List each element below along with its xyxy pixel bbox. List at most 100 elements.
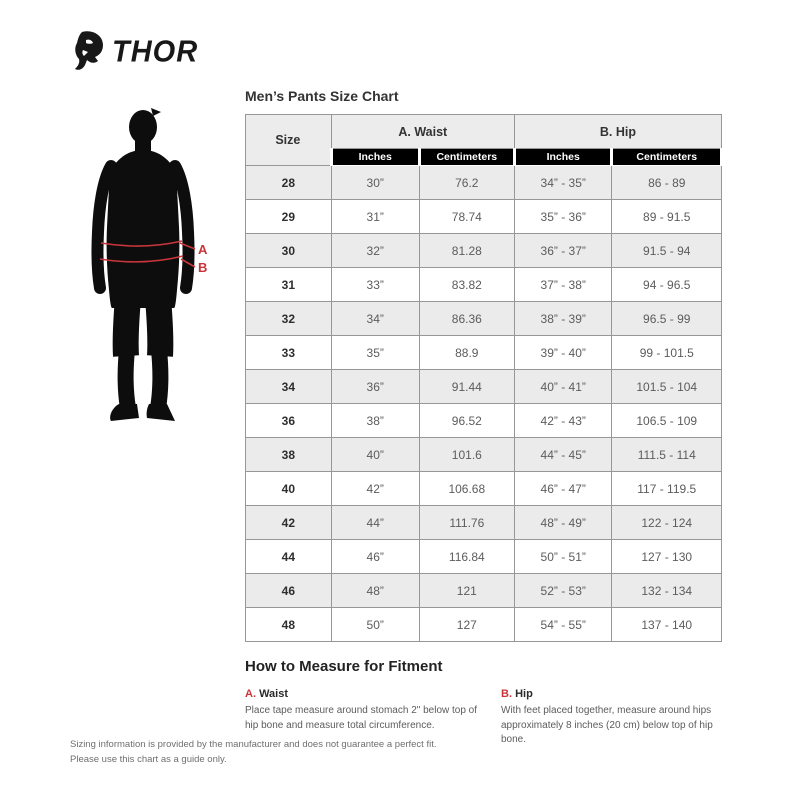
size-cell: 29 <box>245 199 332 234</box>
hip-group-header: B. Hip <box>513 114 723 149</box>
waist-group-header: A. Waist <box>330 114 515 149</box>
size-cell: 36 <box>245 403 332 438</box>
size-cell: 30 <box>245 233 332 268</box>
measure-waist-letter: A. <box>245 688 256 700</box>
table-row: 34 36” 91.44 40” - 41” 101.5 - 104 <box>245 369 722 404</box>
hip-centimeters-cell: 127 - 130 <box>611 539 722 574</box>
hip-measure-line <box>99 255 184 263</box>
hip-centimeters-cell: 96.5 - 99 <box>611 301 722 336</box>
size-cell: 42 <box>245 505 332 540</box>
body-silhouette-figure: A B <box>91 108 208 421</box>
waist-centimeters-cell: 81.28 <box>418 233 515 268</box>
hip-inches-cell: 42” - 43” <box>513 403 613 438</box>
hip-inches-cell: 35” - 36” <box>513 199 613 234</box>
measure-item-hip: B. Hip With feet placed together, measur… <box>501 688 735 748</box>
measure-hip-description: With feet placed together, measure aroun… <box>501 705 713 745</box>
measure-waist-heading: A. Waist <box>245 688 479 700</box>
waist-inches-cell: 46” <box>330 539 420 574</box>
waist-centimeters-cell: 88.9 <box>418 335 515 370</box>
waist-centimeters-cell: 83.82 <box>418 267 515 302</box>
thor-logo: THOR <box>74 30 198 74</box>
table-row: 44 46” 116.84 50” - 51” 127 - 130 <box>245 539 722 574</box>
size-cell: 28 <box>245 165 332 200</box>
table-row: 42 44” 111.76 48” - 49” 122 - 124 <box>245 505 722 540</box>
disclaimer-line-1: Sizing information is provided by the ma… <box>70 739 437 750</box>
waist-centimeters-header: Centimeters <box>417 148 516 166</box>
table-row: 30 32” 81.28 36” - 37” 91.5 - 94 <box>245 233 722 268</box>
hip-inches-cell: 39” - 40” <box>513 335 613 370</box>
hip-centimeters-cell: 117 - 119.5 <box>611 471 722 506</box>
waist-inches-cell: 33” <box>330 267 420 302</box>
hip-centimeters-cell: 91.5 - 94 <box>611 233 722 268</box>
waist-inches-cell: 38” <box>330 403 420 438</box>
waist-centimeters-cell: 86.36 <box>418 301 515 336</box>
hip-inches-cell: 52” - 53” <box>513 573 613 608</box>
size-column-header: Size <box>245 114 332 166</box>
waist-inches-cell: 31” <box>330 199 420 234</box>
waist-centimeters-cell: 91.44 <box>418 369 515 404</box>
waist-centimeters-cell: 116.84 <box>418 539 515 574</box>
waist-inches-cell: 32” <box>330 233 420 268</box>
waist-measure-line <box>100 240 183 247</box>
hip-inches-cell: 34” - 35” <box>513 165 613 200</box>
male-silhouette <box>91 108 195 421</box>
hip-leader-line <box>180 258 196 268</box>
size-cell: 38 <box>245 437 332 472</box>
size-cell: 34 <box>245 369 332 404</box>
waist-inches-cell: 36” <box>330 369 420 404</box>
size-cell: 44 <box>245 539 332 574</box>
waist-centimeters-cell: 101.6 <box>418 437 515 472</box>
hip-inches-cell: 54” - 55” <box>513 607 613 642</box>
waist-inches-header: Inches <box>329 148 421 166</box>
measure-hip-name: Hip <box>515 688 533 700</box>
table-title: Men’s Pants Size Chart <box>245 88 399 104</box>
measure-item-waist: A. Waist Place tape measure around stoma… <box>245 688 479 748</box>
waist-centimeters-cell: 78.74 <box>418 199 515 234</box>
hip-centimeters-cell: 122 - 124 <box>611 505 722 540</box>
waist-inches-cell: 34” <box>330 301 420 336</box>
table-row: 29 31” 78.74 35” - 36” 89 - 91.5 <box>245 199 722 234</box>
size-cell: 48 <box>245 607 332 642</box>
table-row: 32 34” 86.36 38” - 39” 96.5 - 99 <box>245 301 722 336</box>
size-chart-table: Size A. Waist B. Hip Inches Centimeters … <box>245 114 723 642</box>
measure-waist-name: Waist <box>259 688 288 700</box>
hip-centimeters-cell: 86 - 89 <box>611 165 722 200</box>
table-row: 40 42” 106.68 46” - 47” 117 - 119.5 <box>245 471 722 506</box>
table-row: 28 30” 76.2 34” - 35” 86 - 89 <box>245 165 722 200</box>
waist-centimeters-cell: 76.2 <box>418 165 515 200</box>
measure-title: How to Measure for Fitment <box>245 658 443 675</box>
hip-centimeters-cell: 101.5 - 104 <box>611 369 722 404</box>
measurement-lines <box>99 240 196 268</box>
hip-centimeters-cell: 111.5 - 114 <box>611 437 722 472</box>
waist-centimeters-cell: 106.68 <box>418 471 515 506</box>
hip-centimeters-cell: 137 - 140 <box>611 607 722 642</box>
waist-inches-cell: 40” <box>330 437 420 472</box>
waist-centimeters-cell: 121 <box>418 573 515 608</box>
hip-centimeters-cell: 106.5 - 109 <box>611 403 722 438</box>
hip-centimeters-cell: 89 - 91.5 <box>611 199 722 234</box>
table-row: 38 40” 101.6 44” - 45” 111.5 - 114 <box>245 437 722 472</box>
hip-inches-cell: 50” - 51” <box>513 539 613 574</box>
size-chart-section: Men’s Pants Size Chart Size A. Waist B. … <box>245 88 723 642</box>
measure-hip-letter: B. <box>501 688 512 700</box>
marker-a-label: A <box>198 242 208 257</box>
waist-centimeters-cell: 96.52 <box>418 403 515 438</box>
table-row: 48 50” 127 54” - 55” 137 - 140 <box>245 607 722 642</box>
table-row: 36 38” 96.52 42” - 43” 106.5 - 109 <box>245 403 722 438</box>
hip-inches-cell: 40” - 41” <box>513 369 613 404</box>
measure-hip-heading: B. Hip <box>501 688 735 700</box>
size-cell: 31 <box>245 267 332 302</box>
table-row: 33 35” 88.9 39” - 40” 99 - 101.5 <box>245 335 722 370</box>
thor-logo-text: THOR <box>112 34 199 69</box>
how-to-measure-section: How to Measure for Fitment A. Waist Plac… <box>245 658 735 748</box>
waist-inches-cell: 35” <box>330 335 420 370</box>
size-cell: 46 <box>245 573 332 608</box>
table-row: 46 48” 121 52” - 53” 132 - 134 <box>245 573 722 608</box>
table-row: 31 33” 83.82 37” - 38” 94 - 96.5 <box>245 267 722 302</box>
hip-inches-cell: 38” - 39” <box>513 301 613 336</box>
hip-inches-header: Inches <box>512 148 614 166</box>
size-cell: 33 <box>245 335 332 370</box>
hip-inches-cell: 48” - 49” <box>513 505 613 540</box>
size-cell: 32 <box>245 301 332 336</box>
hip-centimeters-cell: 132 - 134 <box>611 573 722 608</box>
